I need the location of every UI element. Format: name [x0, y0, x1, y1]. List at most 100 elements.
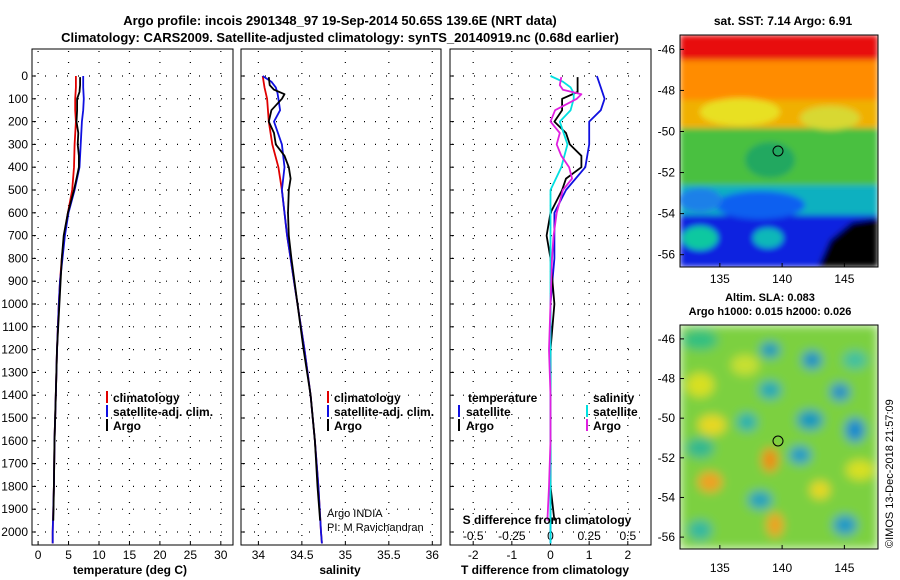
map-x-tick-label: 145: [834, 561, 854, 575]
sla-blob: [833, 515, 857, 535]
depth-tick-label: 2000: [1, 525, 28, 539]
sla-map-title: Altim. SLA: 0.083: [725, 292, 815, 304]
depth-tick-label: 700: [8, 229, 28, 243]
sla-blob: [737, 413, 757, 431]
depth-tick-label: 1600: [1, 434, 28, 448]
x-tick-label: -1: [507, 548, 518, 562]
sla-map: [680, 325, 878, 549]
depth-tick-label: 100: [8, 92, 28, 106]
difference-legend-salinity: salinity satellite Argo: [586, 391, 638, 433]
sst-yellow-patch-2: [800, 106, 860, 130]
sst-map-frame: [679, 34, 879, 268]
legend-label-sal-satellite: satellite: [593, 405, 638, 419]
salinity-legend: climatology satellite-adj. clim. Argo: [327, 391, 434, 433]
sst-blue-tongue: [715, 191, 805, 219]
salinity-xlabel: salinity: [319, 563, 361, 577]
sla-blob: [698, 415, 726, 435]
difference-xlabel: T difference from climatology: [461, 563, 629, 577]
imos-credit: ©IMOS 13-Dec-2018 21:57:09: [884, 399, 896, 548]
sla-blob: [846, 460, 874, 480]
figure-title-line1: Argo profile: incois 2901348_97 19-Sep-2…: [123, 13, 557, 28]
difference-legend-temperature: temperature satellite Argo: [458, 391, 538, 433]
map-y-tick-label: -50: [658, 411, 676, 425]
sst-blue-tongue-2: [680, 188, 722, 212]
sla-blob: [797, 410, 823, 430]
x-tick-label: 0: [547, 548, 554, 562]
x-tick-label: 10: [92, 548, 106, 562]
depth-tick-label: 1000: [1, 297, 28, 311]
sla-blob: [762, 448, 778, 472]
temperature-legend: climatology satellite-adj. clim. Argo: [106, 391, 213, 433]
depth-tick-label: 500: [8, 183, 28, 197]
legend-label-argo: Argo: [113, 419, 141, 433]
depth-tick-label: 0: [21, 69, 28, 83]
legend-label-satellite: satellite-adj. clim.: [334, 405, 434, 419]
legend-label-climatology: climatology: [113, 391, 180, 405]
x2-tick-label: -0.25: [498, 529, 526, 543]
sla-blob: [698, 472, 722, 492]
x-tick-label: 1: [586, 548, 593, 562]
depth-tick-label: 1900: [1, 502, 28, 516]
legend-swatch-temp-argo: [458, 419, 460, 431]
legend-swatch-climatology: [106, 391, 108, 403]
sla-blob: [810, 481, 830, 499]
x-tick-label: 30: [214, 548, 228, 562]
sst-teal-patch-2: [753, 228, 783, 248]
map-x-tick-label: 135: [710, 272, 730, 286]
legend-label-satellite: satellite-adj. clim.: [113, 405, 213, 419]
sst-teal-patch: [682, 226, 718, 250]
x-tick-label: 34: [252, 548, 266, 562]
temperature-series-climatology: [51, 76, 77, 544]
map-y-tick-label: -50: [658, 124, 676, 138]
sla-map-frame: [679, 324, 879, 550]
salinity-series-argo: [267, 76, 321, 521]
depth-tick-label: 1100: [2, 320, 28, 334]
legend-label-argo: Argo: [334, 419, 362, 433]
sla-blob: [843, 351, 867, 369]
depth-tick-label: 400: [8, 160, 28, 174]
map-axes: 135 140 145 -46 -48 -50 -52 -54 -56 135 140 145 -46 -…: [658, 42, 855, 575]
map-y-tick-label: -56: [658, 530, 676, 544]
map-y-tick-label: -52: [658, 166, 676, 180]
sst-argo-location-marker: [772, 145, 784, 157]
x2-tick-label: 0.25: [577, 529, 601, 543]
map-y-tick-label: -48: [658, 83, 676, 97]
difference-series-salinity-argo: [546, 76, 583, 521]
depth-axis: 0 100 200 300 400 500 600 700 800 900 1000 1100 1200…: [1, 69, 454, 539]
argo-program-annotation: Argo INDIA: [327, 508, 383, 520]
legend-swatch-temp-satellite: [458, 405, 460, 417]
legend-header-salinity: salinity: [593, 391, 635, 405]
sst-black-region: [818, 218, 878, 267]
legend-swatch-satellite: [327, 405, 329, 417]
map-x-tick-label: 135: [710, 561, 730, 575]
legend-swatch-argo: [327, 419, 329, 431]
map-y-tick-label: -56: [658, 248, 676, 262]
legend-swatch-climatology: [327, 391, 329, 403]
x2-tick-label: -0.5: [463, 529, 484, 543]
sla-argo-location-marker: [772, 435, 784, 447]
x-tick-label: 5: [65, 548, 72, 562]
depth-tick-label: 1800: [1, 479, 28, 493]
sla-field: [680, 325, 878, 549]
sla-blob: [686, 438, 714, 458]
difference-series-temperature-satellite: [549, 75, 606, 544]
legend-swatch-sal-satellite: [586, 405, 588, 417]
legend-swatch-sal-argo: [586, 419, 588, 431]
x-tick-label: -2: [468, 548, 479, 562]
depth-tick-label: 1400: [1, 388, 28, 402]
sla-blob: [748, 491, 772, 509]
legend-label-temp-argo: Argo: [466, 419, 494, 433]
map-y-tick-label: -54: [658, 207, 676, 221]
depth-tick-label: 900: [8, 274, 28, 288]
map-x-tick-label: 145: [834, 272, 854, 286]
depth-tick-label: 800: [8, 251, 28, 265]
legend-label-sal-argo: Argo: [593, 419, 621, 433]
sla-blob: [845, 418, 865, 442]
depth-tick-label: 1500: [1, 411, 28, 425]
legend-swatch-satellite: [106, 405, 108, 417]
profile-series: [51, 75, 606, 544]
x-tick-label: 34.5: [290, 548, 314, 562]
sla-blob: [760, 342, 780, 358]
sla-blob: [686, 373, 714, 397]
